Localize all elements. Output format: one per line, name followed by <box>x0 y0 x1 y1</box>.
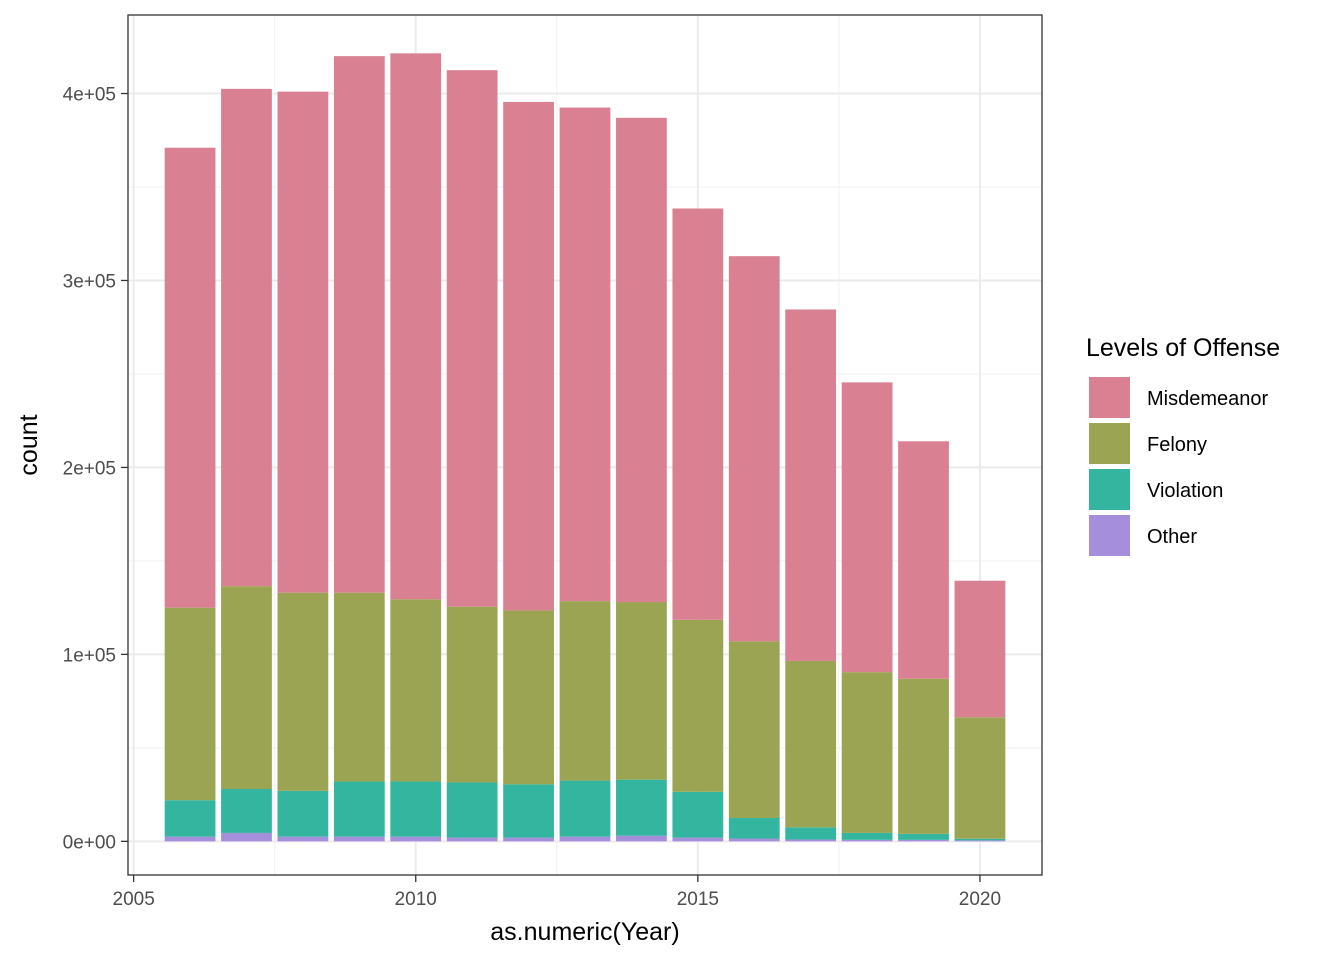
legend-label-misdemeanor: Misdemeanor <box>1147 388 1269 410</box>
x-tick-label: 2005 <box>113 889 155 910</box>
legend-label-other: Other <box>1147 526 1197 548</box>
bar-segment-misdemeanor-2012 <box>503 101 554 611</box>
bar-segment-felony-2014 <box>616 602 667 780</box>
bar-segment-misdemeanor-2015 <box>672 208 724 620</box>
legend-swatch-misdemeanor <box>1089 377 1130 418</box>
legend-title: Levels of Offense <box>1086 334 1280 362</box>
bar-segment-felony-2009 <box>333 592 385 782</box>
bar-segment-other-2009 <box>333 836 385 842</box>
y-tick-label: 2e+05 <box>63 458 116 479</box>
bar-segment-felony-2018 <box>841 672 893 833</box>
bar-segment-misdemeanor-2016 <box>728 256 780 642</box>
y-tick-label: 1e+05 <box>63 645 116 666</box>
bar-segment-misdemeanor-2019 <box>898 441 949 679</box>
axes: 2005 2010 2015 2020 0e+00 1e+05 2e+05 3e+05 4e+0… <box>63 85 1001 910</box>
bar-segment-violation-2019 <box>898 833 949 840</box>
bar-segment-violation-2009 <box>333 781 385 837</box>
bar-segment-felony-2008 <box>277 592 329 791</box>
plot-panel-border <box>127 14 1043 876</box>
legend-swatch-violation <box>1089 469 1130 510</box>
y-tick-label: 0e+00 <box>63 832 116 853</box>
bar-segment-violation-2018 <box>841 832 893 840</box>
bar-segment-violation-2012 <box>503 784 554 838</box>
bar-segment-other-2015 <box>672 837 724 842</box>
bar-segment-misdemeanor-2010 <box>390 53 442 600</box>
bar-segment-other-2020 <box>954 840 1006 842</box>
bar-segment-violation-2017 <box>785 827 837 840</box>
bar-segment-felony-2020 <box>954 717 1006 839</box>
legend-label-violation: Violation <box>1147 480 1223 502</box>
bar-segment-violation-2015 <box>672 791 724 838</box>
bar-segment-other-2010 <box>390 836 442 842</box>
bar-segment-violation-2006 <box>164 800 216 837</box>
bar-segment-violation-2007 <box>221 789 272 833</box>
bar-segment-other-2019 <box>898 839 949 842</box>
legend: Levels of Offense Misdemeanor Felony Viola… <box>1086 334 1280 557</box>
bar-segment-misdemeanor-2009 <box>333 56 385 593</box>
bar-segment-other-2016 <box>728 838 780 842</box>
bar-segment-misdemeanor-2020 <box>954 580 1006 718</box>
bar-segment-other-2006 <box>164 836 216 842</box>
bar-segment-misdemeanor-2018 <box>841 382 893 673</box>
bar-segment-other-2012 <box>503 837 554 842</box>
bar-segment-violation-2020 <box>954 838 1006 841</box>
y-tick-label: 3e+05 <box>63 271 116 292</box>
bar-segment-violation-2011 <box>446 782 498 838</box>
bar-segment-misdemeanor-2011 <box>446 70 498 607</box>
bar-segment-other-2017 <box>785 839 837 842</box>
bar-segment-misdemeanor-2017 <box>785 309 837 661</box>
bar-segment-violation-2014 <box>616 779 667 836</box>
bar-segment-violation-2008 <box>277 790 329 837</box>
legend-swatch-other <box>1089 515 1130 556</box>
x-tick-label: 2015 <box>677 889 719 910</box>
x-tick-label: 2010 <box>395 889 437 910</box>
x-axis-title: as.numeric(Year) <box>490 918 679 946</box>
bar-segment-other-2013 <box>559 836 611 842</box>
bar-segment-felony-2016 <box>728 641 780 818</box>
bar-segment-violation-2010 <box>390 781 442 837</box>
legend-label-felony: Felony <box>1147 434 1207 456</box>
bar-segment-felony-2011 <box>446 606 498 783</box>
bar-segment-other-2008 <box>277 836 329 842</box>
legend-swatch-felony <box>1089 423 1130 464</box>
bar-segment-felony-2013 <box>559 601 611 781</box>
bar-segment-felony-2019 <box>898 678 949 834</box>
x-tick-label: 2020 <box>959 889 1001 910</box>
bar-segment-misdemeanor-2007 <box>221 88 272 587</box>
bar-segment-violation-2016 <box>728 817 780 839</box>
bar-segment-other-2011 <box>446 837 498 842</box>
y-axis-title: count <box>15 414 43 475</box>
bar-segment-other-2014 <box>616 835 667 842</box>
bar-segment-misdemeanor-2006 <box>164 147 216 608</box>
bar-segment-felony-2015 <box>672 619 724 792</box>
y-tick-label: 4e+05 <box>63 85 116 106</box>
bar-segment-other-2018 <box>841 839 893 842</box>
bar-segment-violation-2013 <box>559 780 611 837</box>
bar-segment-felony-2006 <box>164 607 216 801</box>
bar-segment-felony-2010 <box>390 599 442 782</box>
bar-segment-misdemeanor-2014 <box>616 117 667 603</box>
bar-segment-misdemeanor-2013 <box>559 107 611 602</box>
bar-segment-other-2007 <box>221 832 272 842</box>
bar-segment-misdemeanor-2008 <box>277 91 329 593</box>
bar-segment-felony-2007 <box>221 586 272 789</box>
bar-segment-felony-2017 <box>785 660 837 828</box>
bar-segment-felony-2012 <box>503 610 554 785</box>
bars <box>164 53 1006 842</box>
